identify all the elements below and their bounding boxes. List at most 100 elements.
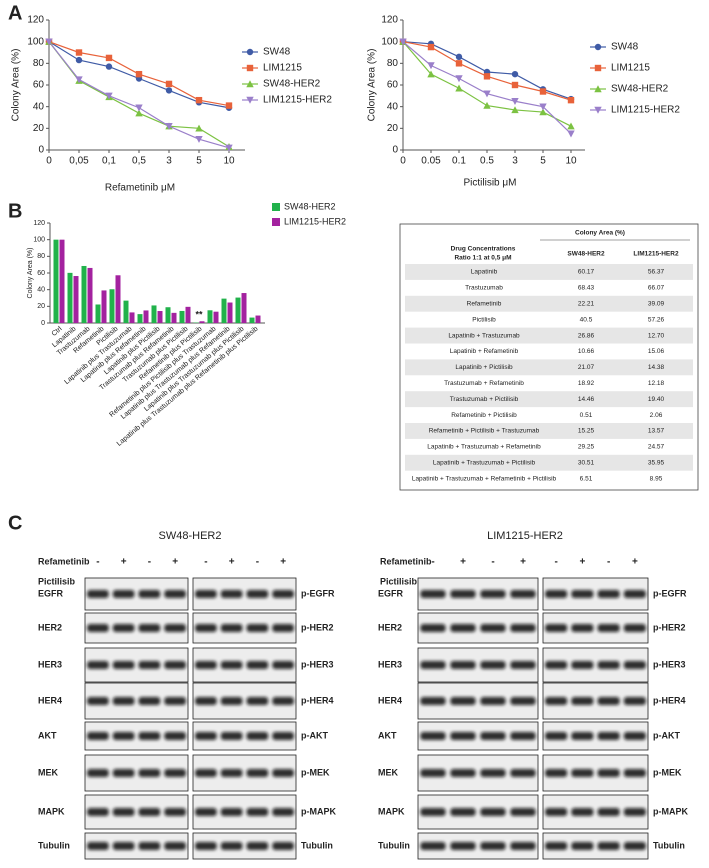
table-cell: Trastuzumab + Refametinib: [444, 380, 524, 387]
data-point: [427, 70, 435, 78]
blot-band: [510, 808, 536, 816]
blot-label: p-MEK: [301, 767, 330, 777]
y-axis-label: Colony Area (%): [11, 49, 22, 122]
blot-label: EGFR: [38, 588, 64, 598]
annotation: **: [195, 310, 203, 320]
table-cell: 60.17: [578, 269, 595, 276]
table-cell: Refametinib + Pictilisib: [451, 412, 517, 419]
table-title: Colony Area (%): [575, 230, 625, 237]
blot-band: [220, 842, 243, 850]
legend-label: SW48-HER2: [284, 201, 336, 211]
blot-band: [112, 808, 135, 816]
blot-band: [450, 661, 476, 669]
treatment-sign: +: [229, 557, 235, 568]
legend-label: LIM1215: [611, 63, 650, 74]
data-point: [567, 96, 575, 104]
bar: [123, 300, 129, 323]
bar: [249, 317, 255, 323]
blot-band: [112, 661, 135, 669]
blot-band: [420, 842, 446, 850]
table-cell: Refametinib + Pictilisib + Trastuzumab: [429, 428, 540, 435]
blot-label: p-HER4: [653, 695, 686, 705]
blot-band: [597, 842, 620, 850]
bar: [67, 272, 73, 323]
table-cell: Trastuzumab + Pictilisib: [450, 396, 519, 403]
x-tick-label: 0.05: [421, 156, 441, 167]
blot-label: HER4: [378, 695, 402, 705]
blot-label: p-AKT: [653, 730, 680, 740]
legend-label: LIM1215: [263, 63, 302, 74]
blot-band: [220, 624, 243, 632]
y-tick-label: 40: [387, 101, 399, 112]
bar: [207, 310, 213, 323]
data-point: [539, 88, 547, 95]
treatment-sign: +: [632, 557, 638, 568]
blot-band: [571, 842, 594, 850]
table-row-bg: [405, 264, 693, 280]
table-row-bg: [405, 359, 693, 376]
y-tick-label: 120: [27, 15, 44, 26]
blot-band: [112, 842, 135, 850]
blot-band: [272, 769, 294, 777]
table-row-bg: [405, 391, 693, 408]
blot-band: [138, 661, 161, 669]
treatment-sign: +: [280, 557, 286, 568]
data-point: [246, 64, 254, 72]
blot-band: [571, 808, 594, 816]
blot-label: Tubulin: [301, 840, 333, 850]
data-point: [455, 75, 463, 83]
table-cell: 22.21: [578, 300, 595, 307]
treatment-sign: +: [520, 557, 526, 568]
data-point: [511, 106, 519, 114]
x-tick-label: 0: [400, 156, 406, 167]
blot-band: [545, 808, 568, 816]
y-tick-label: 100: [381, 36, 398, 47]
blot-band: [195, 732, 217, 740]
blot-label: Tubulin: [378, 840, 410, 850]
y-tick-label: 80: [37, 253, 45, 260]
table-cell: Lapatinib + Trastuzumab + Pictilisib: [433, 459, 536, 466]
data-point: [427, 43, 435, 51]
table-cell: Lapatinib + Trastuzumab + Refametinib + …: [412, 475, 557, 482]
table-cell: 29.25: [578, 444, 595, 451]
blot-band: [272, 842, 294, 850]
bar: [241, 293, 247, 323]
treatment-sign: -: [148, 557, 151, 568]
data-point: [195, 96, 203, 104]
data-point: [75, 56, 83, 64]
data-point: [135, 70, 143, 78]
blot-label: p-HER3: [301, 659, 334, 669]
table-cell: 21.07: [578, 364, 595, 371]
table-cell: Pictilisib: [472, 316, 496, 323]
table-cell: 35.95: [648, 459, 665, 466]
legend-swatch: [272, 218, 280, 226]
blot-band: [510, 842, 536, 850]
table-cell: Lapatinib + Refametinib: [450, 348, 519, 355]
blot-band: [480, 697, 506, 705]
table-row-bg: [405, 295, 693, 312]
blot-band: [164, 697, 186, 705]
blot-band: [510, 732, 536, 740]
blot-band: [545, 590, 568, 598]
blot-band: [480, 769, 506, 777]
blot-band: [450, 624, 476, 632]
blot-band: [420, 661, 446, 669]
blot-band: [195, 590, 217, 598]
blot-band: [272, 624, 294, 632]
data-point: [511, 81, 519, 89]
blot-band: [623, 732, 646, 740]
blot-band: [112, 624, 135, 632]
table-cell: 66.07: [648, 285, 665, 292]
table-cell: 0.51: [580, 412, 593, 419]
table-row-bg: [405, 423, 693, 439]
x-tick-label: 3: [166, 156, 172, 167]
table-cell: Trastuzumab: [465, 285, 503, 292]
blot-band: [623, 808, 646, 816]
blot-band: [246, 808, 269, 816]
y-tick-label: 120: [33, 220, 45, 227]
blot-band: [450, 769, 476, 777]
blot-band: [597, 769, 620, 777]
data-point: [135, 104, 143, 112]
blot-band: [112, 590, 135, 598]
